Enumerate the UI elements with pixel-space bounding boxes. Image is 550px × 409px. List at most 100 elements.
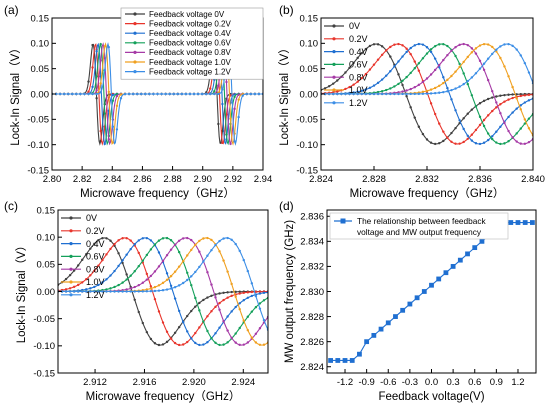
data-point	[133, 298, 136, 301]
data-point	[165, 330, 169, 333]
data-point	[129, 247, 132, 251]
legend-label: 0.4V	[86, 239, 105, 249]
data-point	[218, 308, 221, 311]
data-point	[372, 63, 376, 66]
legend-box	[329, 212, 509, 240]
y-tick-label: -0.05	[33, 314, 55, 325]
data-point	[121, 290, 124, 293]
data-point	[222, 237, 225, 240]
data-point	[121, 281, 124, 284]
data-point	[482, 62, 486, 65]
data-point	[454, 87, 457, 90]
data-point	[397, 60, 400, 63]
data-point	[109, 247, 112, 251]
data-point	[233, 107, 236, 111]
data-point	[113, 285, 116, 289]
data-point	[425, 46, 429, 49]
legend-marker	[133, 50, 137, 55]
data-point	[214, 243, 217, 247]
data-point	[385, 49, 388, 52]
y-tick-label: 0.10	[31, 39, 50, 50]
data-point	[229, 117, 232, 120]
data-point	[348, 85, 351, 89]
data-point	[519, 127, 522, 130]
data-point	[238, 290, 241, 293]
data-point	[233, 93, 236, 96]
data-point	[429, 102, 433, 105]
data-point	[198, 265, 201, 269]
data-point	[165, 236, 169, 240]
data-point	[470, 108, 474, 111]
data-point	[413, 44, 416, 47]
data-point	[176, 92, 179, 96]
x-tick-label: 2.916	[133, 377, 157, 388]
data-point	[157, 310, 161, 313]
data-point	[470, 51, 474, 54]
data-point	[491, 89, 494, 93]
data-point	[190, 248, 193, 252]
data-point	[137, 290, 140, 293]
data-point	[254, 290, 258, 294]
data-point	[169, 287, 173, 290]
data-point	[230, 294, 233, 298]
data-point	[214, 341, 217, 344]
data-point	[470, 47, 474, 50]
y-tick-label: 2.832	[300, 262, 324, 273]
data-point	[194, 296, 197, 300]
data-point	[85, 288, 88, 291]
data-point	[401, 90, 404, 93]
y-axis-label: MW output frequency (GHz)	[284, 220, 296, 363]
data-point	[352, 61, 355, 65]
legend-label: 0.2V	[349, 34, 368, 44]
y-tick-label: -0.10	[33, 341, 55, 352]
data-point	[190, 337, 193, 340]
data-point	[113, 242, 116, 246]
data-point	[380, 92, 384, 96]
data-point	[190, 238, 193, 242]
data-point	[429, 73, 433, 76]
data-point	[225, 80, 228, 84]
data-point	[433, 44, 437, 48]
data-point	[478, 102, 482, 105]
data-point	[161, 343, 165, 346]
data-point	[523, 118, 527, 121]
x-tick-label: 2.86	[133, 174, 152, 185]
data-point	[376, 90, 380, 94]
data-point	[89, 290, 92, 293]
data-point	[117, 252, 120, 255]
legend-marker	[133, 22, 137, 26]
data-point	[425, 52, 429, 55]
data-point	[181, 259, 185, 263]
data-point	[413, 92, 416, 96]
legend-label: Feedback voltage 0.6V	[149, 39, 231, 48]
data-point	[360, 51, 363, 55]
y-tick-label: -0.10	[27, 140, 49, 151]
x-tick-label: 2.832	[415, 174, 439, 185]
data-point	[262, 343, 266, 346]
data-point	[474, 105, 478, 108]
legend-marker	[332, 88, 336, 92]
legend-marker	[69, 229, 73, 233]
panel-label: (c)	[4, 199, 18, 213]
data-point	[258, 307, 262, 310]
data-point	[327, 92, 331, 96]
legend-marker	[332, 75, 336, 79]
data-point	[429, 50, 433, 54]
data-point	[76, 283, 80, 287]
data-point	[245, 92, 248, 96]
data-point	[262, 318, 266, 322]
data-point	[376, 92, 380, 96]
data-point	[507, 98, 510, 101]
data-point	[202, 298, 205, 302]
data-point	[438, 84, 441, 87]
data-point	[409, 52, 412, 56]
data-point	[218, 326, 221, 329]
legend-label: Feedback voltage 1.2V	[149, 67, 231, 76]
data-point	[332, 82, 335, 85]
data-point	[486, 57, 490, 60]
data-point	[137, 310, 140, 314]
data-point	[230, 336, 233, 340]
data-point	[371, 332, 377, 338]
data-point	[527, 117, 531, 120]
